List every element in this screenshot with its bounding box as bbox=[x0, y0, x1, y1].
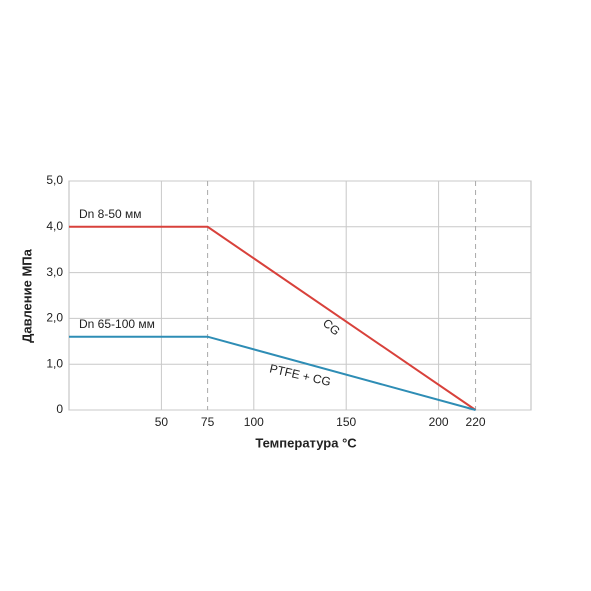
x-axis-title: Температура °C bbox=[255, 435, 357, 450]
x-tick-label: 220 bbox=[466, 415, 486, 429]
series-line bbox=[69, 225, 477, 411]
curve-label: CG bbox=[320, 316, 343, 338]
x-tick-label: 150 bbox=[336, 415, 356, 429]
y-tick-label: 3,0 bbox=[46, 265, 63, 279]
x-tick-label: 75 bbox=[201, 415, 215, 429]
y-tick-label: 0 bbox=[56, 402, 63, 416]
y-tick-label: 1,0 bbox=[46, 356, 63, 370]
curve-label: PTFE + CG bbox=[268, 361, 332, 389]
x-tick-label: 100 bbox=[244, 415, 264, 429]
y-tick-label: 5,0 bbox=[46, 173, 63, 187]
y-tick-label: 2,0 bbox=[46, 311, 63, 325]
y-axis-title: Давление МПа bbox=[19, 248, 34, 342]
series-line bbox=[69, 335, 476, 411]
series-label: Dn 8-50 мм bbox=[79, 207, 142, 221]
x-tick-label: 50 bbox=[155, 415, 169, 429]
y-tick-label: 4,0 bbox=[46, 219, 63, 233]
x-tick-label: 200 bbox=[429, 415, 449, 429]
series-label: Dn 65-100 мм bbox=[79, 317, 155, 331]
